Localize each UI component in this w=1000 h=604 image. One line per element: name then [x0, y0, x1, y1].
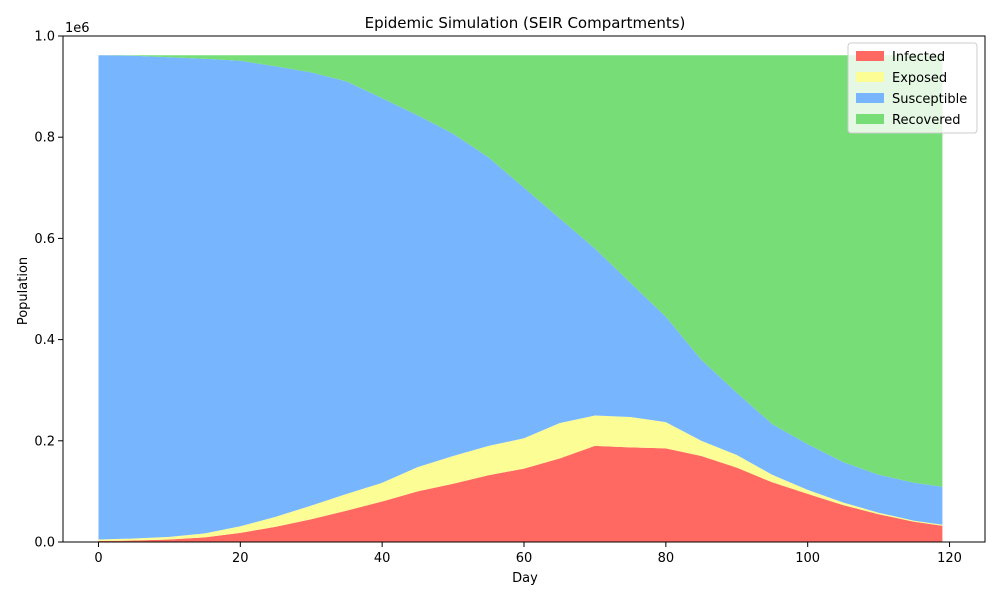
- y-tick-label: 0.4: [34, 333, 55, 348]
- legend-label: Exposed: [892, 71, 947, 86]
- y-offset-label: 1e6: [65, 21, 90, 36]
- area-infected: [98, 445, 943, 542]
- y-tick-label: 0.0: [34, 536, 55, 551]
- x-tick-label: 20: [232, 551, 249, 566]
- y-axis: 0.0 0.2 0.4 0.6 0.8 1.0: [34, 30, 63, 551]
- y-tick-label: 0.6: [34, 232, 55, 247]
- x-axis: 0 20 40 60 80 100 120: [94, 542, 962, 566]
- x-tick-label: 40: [374, 551, 391, 566]
- legend-label: Recovered: [892, 113, 961, 128]
- area-recovered: [98, 55, 943, 487]
- legend-swatch: [856, 72, 884, 82]
- y-axis-label: Population: [16, 257, 31, 325]
- x-tick-label: 100: [795, 551, 820, 566]
- x-tick-label: 0: [94, 551, 102, 566]
- x-tick-label: 80: [658, 551, 675, 566]
- plot-frame: [62, 35, 986, 543]
- y-tick-label: 0.8: [34, 131, 55, 146]
- x-tick-label: 120: [937, 551, 962, 566]
- y-tick-label: 0.2: [34, 434, 55, 449]
- legend-swatch: [856, 93, 884, 103]
- legend-label: Susceptible: [892, 92, 967, 107]
- area-susceptible: [98, 55, 943, 540]
- legend-label: Infected: [892, 50, 945, 65]
- area-exposed: [98, 415, 943, 541]
- x-tick-label: 60: [516, 551, 533, 566]
- area-layers: [98, 55, 943, 542]
- legend-box: [847, 42, 978, 134]
- legend: Infected Exposed Susceptible Recovered: [847, 42, 978, 134]
- chart-title: Epidemic Simulation (SEIR Compartments): [365, 14, 686, 32]
- legend-swatch: [856, 114, 884, 124]
- legend-swatch: [856, 51, 884, 61]
- x-axis-label: Day: [512, 571, 538, 586]
- y-tick-label: 1.0: [34, 30, 55, 45]
